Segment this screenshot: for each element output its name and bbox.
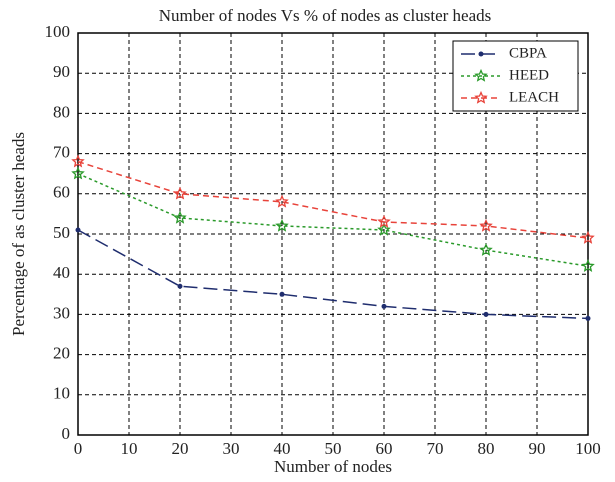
marker [75, 227, 81, 233]
x-tick-label: 80 [478, 439, 495, 458]
marker [71, 166, 85, 180]
marker [377, 222, 391, 236]
x-tick-label: 90 [529, 439, 546, 458]
marker [581, 230, 595, 244]
marker [275, 194, 289, 208]
marker [377, 214, 391, 228]
y-tick-label: 100 [45, 22, 71, 41]
y-tick-label: 90 [53, 62, 70, 81]
y-tick-label: 30 [53, 303, 70, 322]
y-tick-label: 0 [62, 424, 71, 443]
marker [581, 259, 595, 272]
legend-label: LEACH [509, 89, 559, 105]
x-axis-label: Number of nodes [274, 457, 392, 476]
chart-title: Number of nodes Vs % of nodes as cluster… [159, 6, 492, 25]
legend: CBPA HEED LEACH [452, 40, 579, 112]
y-tick-label: 80 [53, 102, 70, 121]
x-tick-label: 60 [376, 439, 393, 458]
legend-label: CBPA [509, 45, 547, 61]
series-line [77, 229, 589, 320]
marker [275, 218, 289, 232]
y-tick-label: 60 [53, 183, 70, 202]
marker [173, 210, 187, 224]
x-tick-label: 40 [274, 439, 291, 458]
x-tick-label: 70 [427, 439, 444, 458]
marker [483, 311, 489, 317]
x-tick-label: 0 [74, 439, 83, 458]
legend-label: HEED [509, 67, 549, 83]
marker [381, 303, 387, 309]
marker [279, 291, 285, 297]
marker [71, 154, 85, 168]
x-tick-label: 20 [172, 439, 189, 458]
x-tick-label: 30 [223, 439, 240, 458]
legend-marker [474, 68, 488, 82]
series-line [77, 173, 589, 267]
y-tick-label: 70 [53, 143, 70, 162]
legend-marker [478, 51, 484, 57]
marker [177, 283, 183, 289]
x-tick-label: 50 [325, 439, 342, 458]
y-tick-label: 20 [53, 344, 70, 363]
y-axis-label: Percentage of as cluster heads [9, 132, 28, 336]
marker [173, 186, 187, 200]
marker [585, 315, 591, 321]
y-tick-label: 50 [53, 223, 70, 242]
marker [479, 218, 493, 232]
legend-marker [474, 90, 488, 104]
marker [479, 242, 493, 256]
series-line [77, 160, 589, 239]
y-tick-label: 10 [53, 384, 70, 403]
x-tick-label: 100 [575, 439, 601, 458]
y-tick-label: 40 [53, 263, 70, 282]
x-tick-label: 10 [121, 439, 138, 458]
